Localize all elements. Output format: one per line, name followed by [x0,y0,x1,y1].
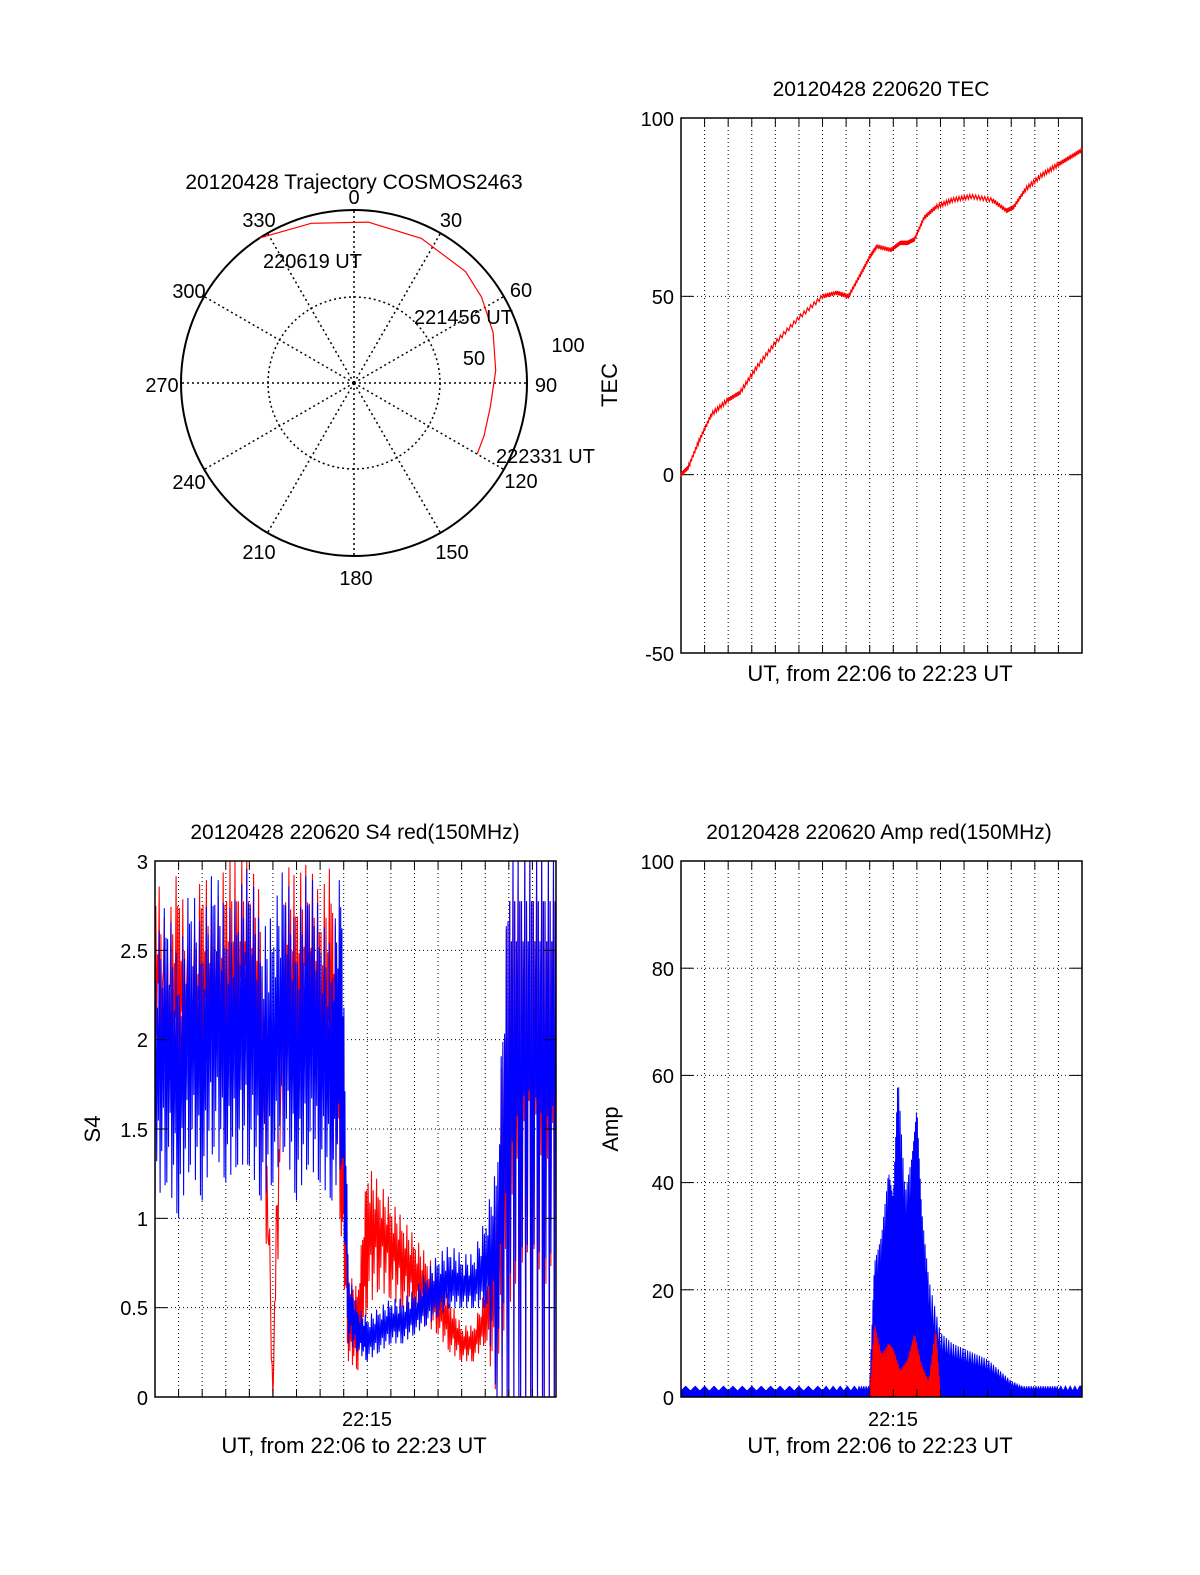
amp-ytick-80: 80 [652,959,674,981]
amp-ytick-0: 0 [663,1388,674,1410]
amp-ytick-100: 100 [641,852,674,874]
s4-ytick-1: 1 [137,1209,148,1231]
tec-xlabel: UT, from 22:06 to 22:23 UT [747,661,1012,686]
amp-blue-series [680,1087,1083,1398]
tec-ytick-minus50: -50 [645,644,674,666]
s4-blue-line [154,860,556,1398]
amp-blue-area [680,1087,1083,1398]
polar-annotation-start: 220619 UT [263,251,362,273]
tec-ytick-100: 100 [641,109,674,131]
polar-radial-label-50: 50 [463,348,485,370]
tec-chart: 20120428 220620 TEC 100 50 0 -50 TEC UT,… [597,78,1083,686]
s4-ytick-3: 3 [137,852,148,874]
s4-ylabel: S4 [80,1116,105,1143]
polar-az-label-180: 180 [339,568,372,590]
s4-ytick-0-5: 0.5 [120,1298,148,1320]
tec-ytick-50: 50 [652,287,674,309]
amp-red-area [869,1325,942,1398]
tec-tick-marks [681,117,1082,654]
tec-series-line [680,146,1083,477]
tec-title: 20120428 220620 TEC [773,78,990,101]
tec-axes-frame [680,117,1083,654]
polar-spoke-210 [266,382,355,534]
polar-az-label-330: 330 [242,210,275,232]
tec-ylabel: TEC [597,363,622,407]
polar-az-label-30: 30 [440,210,462,232]
polar-trajectory-line [259,221,497,455]
amp-chart: 20120428 220620 Amp red(150MHz) 100 80 6… [598,821,1083,1458]
s4-ytick-2-5: 2.5 [120,941,148,963]
amp-xtick-2215: 22:15 [868,1409,918,1431]
polar-spoke-120 [353,382,505,471]
amp-ytick-20: 20 [652,1281,674,1303]
amp-ytick-60: 60 [652,1066,674,1088]
amp-ylabel: Amp [598,1106,623,1151]
s4-title: 20120428 220620 S4 red(150MHz) [190,821,519,844]
polar-spokes [181,210,527,556]
s4-xlabel: UT, from 22:06 to 22:23 UT [221,1433,486,1458]
polar-az-label-270: 270 [145,375,178,397]
amp-grid [681,861,1082,1397]
s4-ytick-2: 2 [137,1030,148,1052]
polar-spoke-300 [203,295,355,384]
polar-grid [181,210,527,556]
polar-az-label-0: 0 [348,187,359,209]
polar-annotation-end: 222331 UT [496,446,595,468]
polar-outer-circle [180,209,528,557]
polar-spoke-240 [203,382,355,471]
amp-ytick-40: 40 [652,1173,674,1195]
s4-chart: 20120428 220620 S4 red(150MHz) 3 2.5 2 1… [80,821,557,1458]
s4-tick-marks [155,861,556,1397]
polar-title: 20120428 Trajectory COSMOS2463 [185,171,522,194]
amp-axes-frame [680,860,1083,1398]
s4-blue-series [154,860,556,1398]
s4-xtick-2215: 22:15 [342,1409,392,1431]
polar-spoke-30 [353,232,442,384]
polar-az-label-240: 240 [172,472,205,494]
polar-az-label-300: 300 [172,281,205,303]
tec-ytick-0: 0 [663,465,674,487]
polar-spoke-60 [353,295,505,384]
polar-az-label-150: 150 [435,542,468,564]
polar-annotation-mid: 221456 UT [414,307,513,329]
polar-az-label-120: 120 [504,471,537,493]
polar-radial-label-100: 100 [551,335,584,357]
s4-ytick-1-5: 1.5 [120,1120,148,1142]
polar-az-label-90: 90 [535,375,557,397]
tec-grid [681,117,1082,654]
amp-xlabel: UT, from 22:06 to 22:23 UT [747,1433,1012,1458]
amp-tick-marks [681,861,1082,1397]
amp-title: 20120428 220620 Amp red(150MHz) [706,821,1052,844]
polar-az-label-60: 60 [510,280,532,302]
polar-spoke-330 [266,232,355,384]
amp-red-series [869,1325,942,1398]
polar-spoke-150 [353,382,442,534]
polar-chart: 20120428 Trajectory COSMOS2463 0 30 60 9… [145,171,595,590]
polar-az-label-210: 210 [242,542,275,564]
s4-ytick-0: 0 [137,1388,148,1410]
